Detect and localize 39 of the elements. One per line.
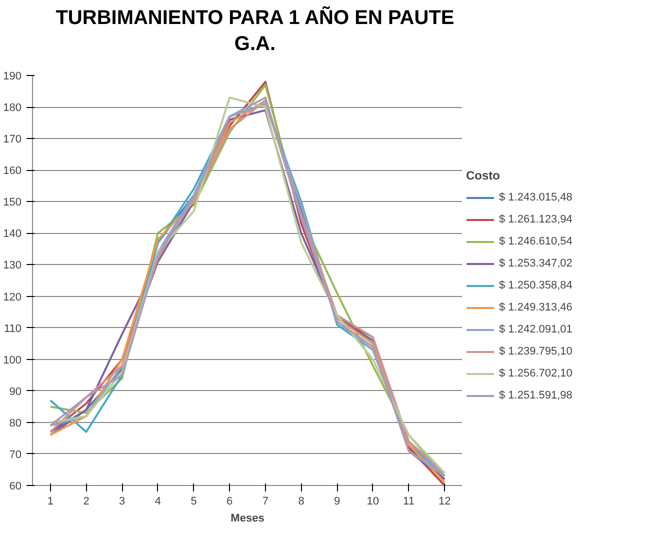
legend-label: $ 1.261.123,94 <box>499 212 572 226</box>
y-tick-label: 130 <box>3 260 22 272</box>
legend-label: $ 1.246.610,54 <box>499 234 572 248</box>
x-tick-label: 11 <box>403 496 414 508</box>
y-tick-label: 180 <box>3 102 22 114</box>
legend-label: $ 1.242.091,01 <box>499 322 572 336</box>
legend-label: $ 1.249.313,46 <box>499 300 572 314</box>
legend-label: $ 1.250.358,84 <box>499 278 572 292</box>
y-tick-label: 90 <box>9 386 22 398</box>
x-tick-label: 9 <box>334 496 340 508</box>
y-tick-label: 110 <box>4 322 22 335</box>
x-tick-label: 2 <box>83 496 90 508</box>
y-tick-label: 190 <box>3 70 22 82</box>
chart-title: TURBIMANIENTO PARA 1 AÑO EN PAUTE G.A. <box>56 5 454 57</box>
legend-label: $ 1.239.795,10 <box>499 344 572 358</box>
x-tick-label: 6 <box>226 496 233 508</box>
y-tick-label: 80 <box>9 417 22 430</box>
y-tick-label: 60 <box>9 480 22 492</box>
legend-label: $ 1.253.347,02 <box>499 256 572 270</box>
x-tick-label: 12 <box>438 496 451 508</box>
y-tick-label: 120 <box>3 291 22 304</box>
x-tick-label: 4 <box>154 496 161 508</box>
x-tick-label: 7 <box>262 496 268 508</box>
y-tick-label: 70 <box>9 448 22 461</box>
y-tick-label: 170 <box>3 134 22 146</box>
x-tick-label: 1 <box>47 496 54 508</box>
legend-label: $ 1.243.015,48 <box>499 190 572 204</box>
x-tick-label: 8 <box>298 496 304 508</box>
x-axis-title: Meses <box>230 512 264 524</box>
x-tick-label: 3 <box>119 496 126 508</box>
x-tick-label: 10 <box>366 496 380 508</box>
y-tick-label: 160 <box>3 165 22 178</box>
x-tick-label: 5 <box>190 496 197 508</box>
y-tick-label: 140 <box>3 228 22 240</box>
legend-label: $ 1.256.702,10 <box>499 366 572 380</box>
legend-label: $ 1.251.591,98 <box>499 388 572 402</box>
y-tick-label: 150 <box>3 196 22 209</box>
legend-title: Costo <box>466 168 501 182</box>
y-tick-label: 100 <box>3 354 22 366</box>
